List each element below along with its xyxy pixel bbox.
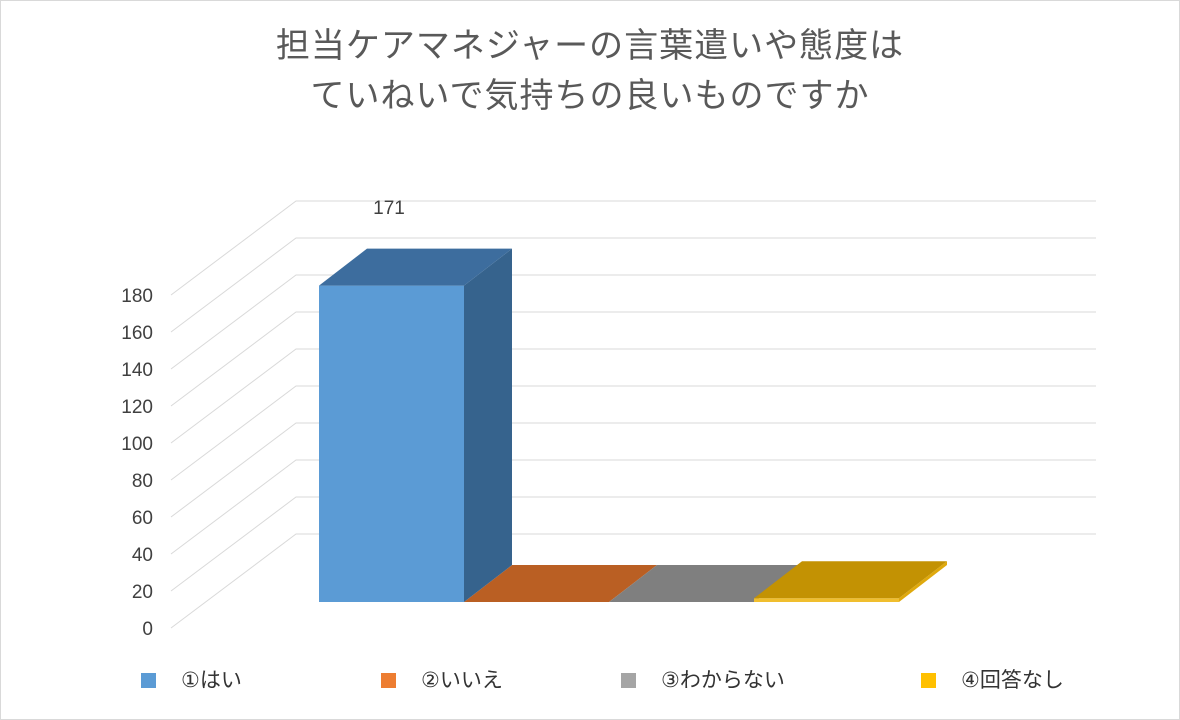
legend-label: ④回答なし — [961, 669, 1064, 692]
chart-title: 担当ケアマネジャーの言葉遣いや態度は ていねいで気持ちの良いものですか — [1, 21, 1179, 121]
y-axis-tick-label: 0 — [142, 619, 153, 640]
legend-label: ③わからない — [661, 669, 785, 692]
legend-label: ②いいえ — [421, 669, 503, 692]
chart-title-line-1: 担当ケアマネジャーの言葉遣いや態度は — [275, 27, 905, 65]
legend-label: ①はい — [181, 669, 242, 692]
y-axis-tick-label: 80 — [131, 471, 153, 492]
bar-kaitou-nashi-side[interactable] — [899, 561, 947, 602]
y-axis-tick-label: 140 — [121, 360, 153, 381]
y-axis-tick-label: 120 — [121, 397, 153, 418]
y-axis-tick-label: 180 — [121, 286, 153, 307]
legend-swatch — [921, 673, 936, 688]
chart-title-line-2: ていねいで気持ちの良いものですか — [310, 77, 870, 115]
legend-swatch — [621, 673, 636, 688]
y-axis-tick-label: 100 — [121, 434, 153, 455]
floor-tile-wakaranai-top[interactable] — [609, 565, 802, 602]
bar-hai-side[interactable] — [464, 248, 512, 602]
bar-hai-front[interactable] — [319, 285, 464, 602]
bar-hai-top[interactable] — [319, 248, 512, 286]
floor-tile-iie-top[interactable] — [464, 565, 657, 602]
legend-swatch — [381, 673, 396, 688]
y-axis-tick-label: 60 — [131, 508, 153, 529]
legend-swatch — [141, 673, 156, 688]
y-axis-tick-label: 40 — [131, 545, 153, 566]
y-axis-tick-label: 160 — [121, 323, 153, 344]
bar-kaitou-nashi-top[interactable] — [754, 561, 947, 599]
bar-kaitou-nashi-front[interactable] — [754, 598, 899, 602]
gridlines — [170, 200, 1096, 629]
y-axis-tick-label: 20 — [131, 582, 153, 603]
bar-data-label: 171 — [373, 198, 405, 219]
